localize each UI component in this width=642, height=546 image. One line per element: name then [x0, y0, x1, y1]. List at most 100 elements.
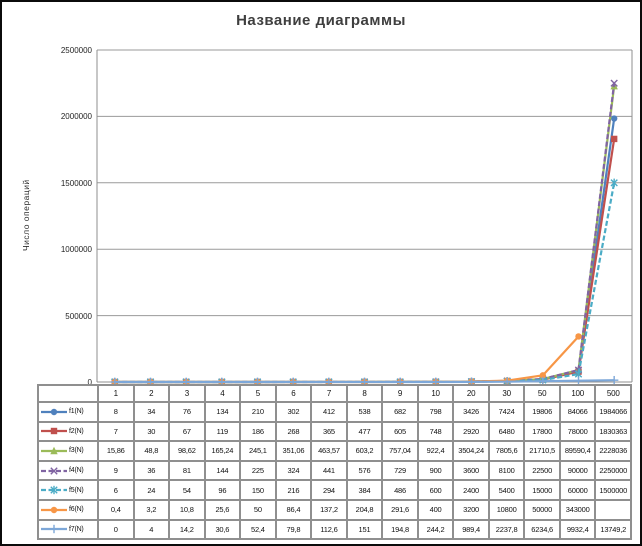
y-tick-label: 0 [87, 378, 92, 387]
table-value-cell: 19806 [524, 402, 560, 422]
series-line [114, 85, 616, 384]
table-value-cell: 24 [133, 480, 170, 500]
legend-item: f1(N) [38, 402, 98, 422]
table-value-cell: 384 [346, 480, 383, 500]
table-value-cell: 3200 [453, 499, 489, 520]
table-value-cell: 216 [275, 480, 312, 500]
table-value-cell: 0 [98, 519, 134, 540]
legend-key-circle-icon [41, 408, 67, 415]
y-tick-label: 2500000 [60, 46, 92, 55]
legend-series-label: f3(N) [69, 447, 84, 455]
table-value-cell: 412 [311, 402, 347, 422]
series-line [114, 138, 616, 384]
table-value-cell: 10,8 [169, 499, 205, 520]
table-value-cell: 225 [240, 460, 276, 481]
table-value-cell: 15,86 [98, 441, 134, 461]
table-value-cell: 603,2 [346, 441, 383, 461]
chart-title: Название диаграммы [236, 12, 406, 29]
y-tick-label: 2000000 [60, 112, 92, 122]
table-value-cell: 0,4 [98, 499, 134, 520]
table-value-cell: 463,57 [311, 441, 347, 461]
table-value-cell: 204,8 [346, 499, 383, 520]
legend-column-header [38, 385, 98, 402]
table-value-cell: 34 [133, 402, 170, 422]
table-value-cell: 81 [169, 460, 205, 481]
table-value-cell: 30 [133, 421, 170, 442]
y-tick-label: 500000 [65, 311, 92, 321]
table-value-cell: 477 [346, 421, 383, 442]
table-value-cell: 291,6 [382, 499, 418, 520]
table-value-cell: 22500 [524, 460, 560, 481]
table-value-cell: 98,62 [169, 441, 205, 461]
table-value-cell: 89590,4 [559, 441, 596, 461]
table-value-cell: 365 [311, 421, 347, 442]
table-value-cell: 3600 [453, 460, 489, 481]
series-f6(N) [111, 333, 582, 386]
column-header: 5 [240, 385, 276, 402]
series-f3(N) [111, 81, 618, 386]
legend-series-label: f6(N) [69, 506, 84, 514]
series-f4(N) [111, 79, 618, 386]
table-value-cell: 137,2 [311, 499, 347, 520]
table-value-cell: 268 [275, 421, 312, 442]
table-value-cell: 324 [275, 460, 312, 481]
table-value-cell: 682 [382, 402, 418, 422]
table-value-cell: 78000 [559, 421, 596, 442]
table-value-cell: 50 [240, 499, 276, 520]
column-header: 50 [524, 385, 560, 402]
table-value-cell: 2228036 [595, 441, 631, 461]
column-header: 30 [488, 385, 525, 402]
table-value-cell: 9 [98, 460, 134, 481]
y-tick-label: 1000000 [60, 245, 92, 255]
table-value-cell: 210 [240, 402, 276, 422]
legend-key-plus-icon [41, 525, 67, 534]
legend-series-label: f1(N) [69, 408, 84, 416]
column-header: 2 [133, 385, 170, 402]
table-value-cell: 922,4 [417, 441, 454, 461]
column-header: 7 [311, 385, 347, 402]
legend-key-triangle-icon [41, 446, 67, 455]
table-value-cell: 86,4 [275, 499, 312, 520]
table-value-cell: 4 [133, 519, 170, 540]
column-header: 20 [453, 385, 489, 402]
table-value-cell: 3,2 [133, 499, 170, 520]
table-value-cell: 21710,5 [524, 441, 560, 461]
table-value-cell: 2250000 [595, 460, 631, 481]
table-value-cell: 6480 [488, 421, 525, 442]
table-value-cell: 1500000 [595, 480, 631, 500]
table-value-cell: 10800 [488, 499, 525, 520]
table-value-cell: 52,4 [240, 519, 276, 540]
table-value-cell: 15000 [524, 480, 560, 500]
table-value-cell: 119 [204, 421, 241, 442]
table-value-cell: 14,2 [169, 519, 205, 540]
table-value-cell: 48,8 [133, 441, 170, 461]
table-value-cell: 151 [346, 519, 383, 540]
table-value-cell: 17800 [524, 421, 560, 442]
table-value-cell: 36 [133, 460, 170, 481]
table-value-cell: 96 [204, 480, 241, 500]
table-value-cell: 400 [417, 499, 454, 520]
table-value-cell: 2400 [453, 480, 489, 500]
table-value-cell: 144 [204, 460, 241, 481]
table-value-cell: 538 [346, 402, 383, 422]
legend-series-label: f5(N) [69, 486, 84, 494]
table-value-cell: 294 [311, 480, 347, 500]
column-header: 500 [595, 385, 631, 402]
legend-item: f7(N) [38, 519, 98, 540]
table-value-cell: 343000 [559, 499, 596, 520]
legend-series-label: f7(N) [69, 525, 84, 533]
table-value-cell: 576 [346, 460, 383, 481]
table-value-cell: 6 [98, 480, 134, 500]
table-value-cell: 757,04 [382, 441, 418, 461]
table-value-cell: 6234,6 [524, 519, 560, 540]
table-value-cell: 112,6 [311, 519, 347, 540]
table-value-cell: 1984066 [595, 402, 631, 422]
table-value-cell: 989,4 [453, 519, 489, 540]
column-header: 9 [382, 385, 418, 402]
table-value-cell: 5400 [488, 480, 525, 500]
column-header: 4 [204, 385, 241, 402]
table-value-cell: 2237,8 [488, 519, 525, 540]
table-value-cell: 13749,2 [595, 519, 631, 540]
table-value-cell: 54 [169, 480, 205, 500]
